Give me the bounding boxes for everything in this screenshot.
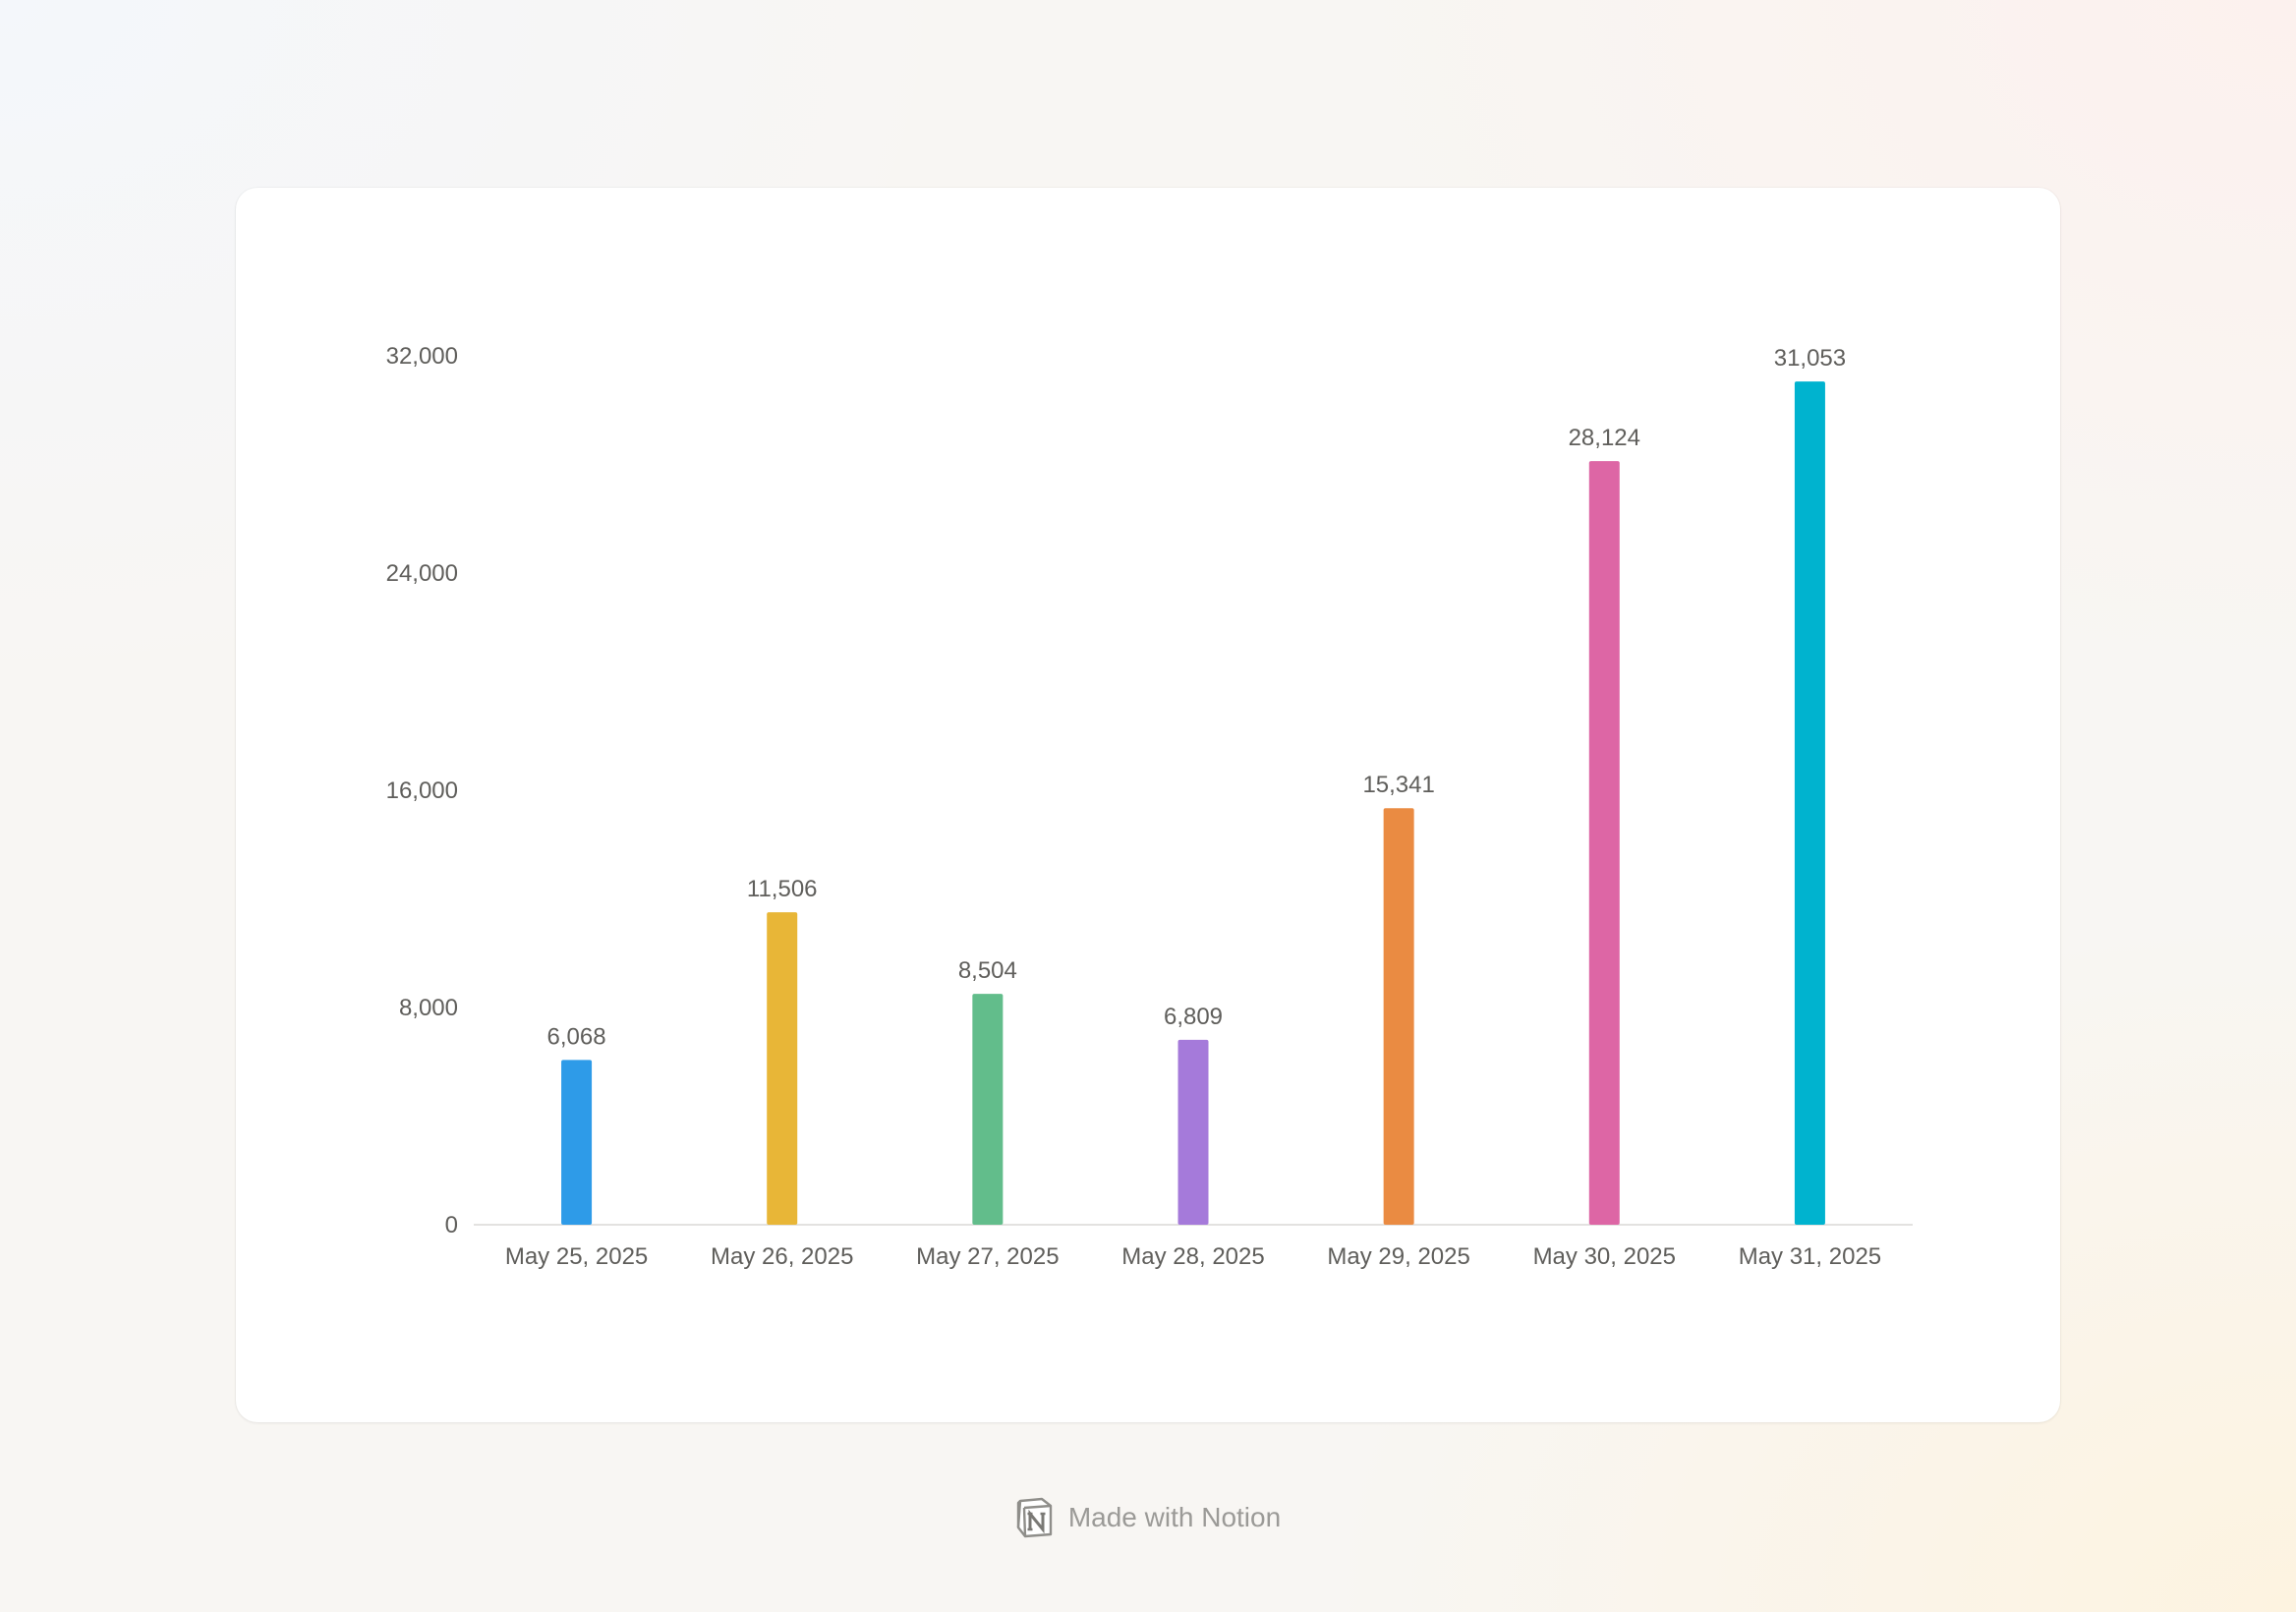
bar-value-label: 11,506 <box>747 876 818 902</box>
y-tick-label: 0 <box>445 1212 458 1238</box>
y-tick-label: 16,000 <box>386 777 458 804</box>
bar-value-label: 6,068 <box>547 1023 606 1050</box>
x-tick-label: May 30, 2025 <box>1533 1243 1676 1270</box>
notion-logo-icon <box>1016 1497 1053 1538</box>
x-tick-label: May 31, 2025 <box>1739 1243 1881 1270</box>
chart-card: 0 8,000 16,000 24,000 32,000 6,068 11,506 8,50… <box>236 188 2060 1422</box>
bar[interactable] <box>972 994 1004 1225</box>
x-tick-label: May 27, 2025 <box>916 1243 1059 1270</box>
footer-text: Made with Notion <box>1067 1502 1282 1532</box>
bar[interactable] <box>1794 381 1825 1225</box>
value-labels: 6,068 11,506 8,504 6,809 15,341 28,124 31,053 <box>547 345 1847 1050</box>
bar-value-label: 15,341 <box>1362 772 1434 798</box>
bar[interactable] <box>1383 808 1414 1225</box>
bar-value-label: 31,053 <box>1774 345 1846 372</box>
bar[interactable] <box>1588 461 1620 1226</box>
bar-value-label: 6,809 <box>1164 1004 1223 1030</box>
bar[interactable] <box>561 1060 593 1225</box>
made-with-notion-footer[interactable]: Made with Notion <box>0 1494 2296 1541</box>
bars <box>561 381 1825 1226</box>
x-tick-label: May 29, 2025 <box>1327 1243 1469 1270</box>
y-tick-label: 8,000 <box>399 995 458 1021</box>
y-tick-label: 24,000 <box>386 560 458 587</box>
bar[interactable] <box>1177 1039 1209 1225</box>
x-tick-label: May 25, 2025 <box>505 1243 648 1270</box>
bar-value-label: 28,124 <box>1569 425 1640 451</box>
x-tick-label: May 28, 2025 <box>1121 1243 1264 1270</box>
bar-value-label: 8,504 <box>958 957 1017 984</box>
bar[interactable] <box>767 912 798 1225</box>
bar-chart: 0 8,000 16,000 24,000 32,000 6,068 11,506 8,50… <box>386 343 1913 1270</box>
y-tick-label: 32,000 <box>386 343 458 370</box>
x-axis: May 25, 2025 May 26, 2025 May 27, 2025 May … <box>505 1243 1881 1270</box>
x-tick-label: May 26, 2025 <box>711 1243 853 1270</box>
y-axis: 0 8,000 16,000 24,000 32,000 <box>386 343 458 1238</box>
